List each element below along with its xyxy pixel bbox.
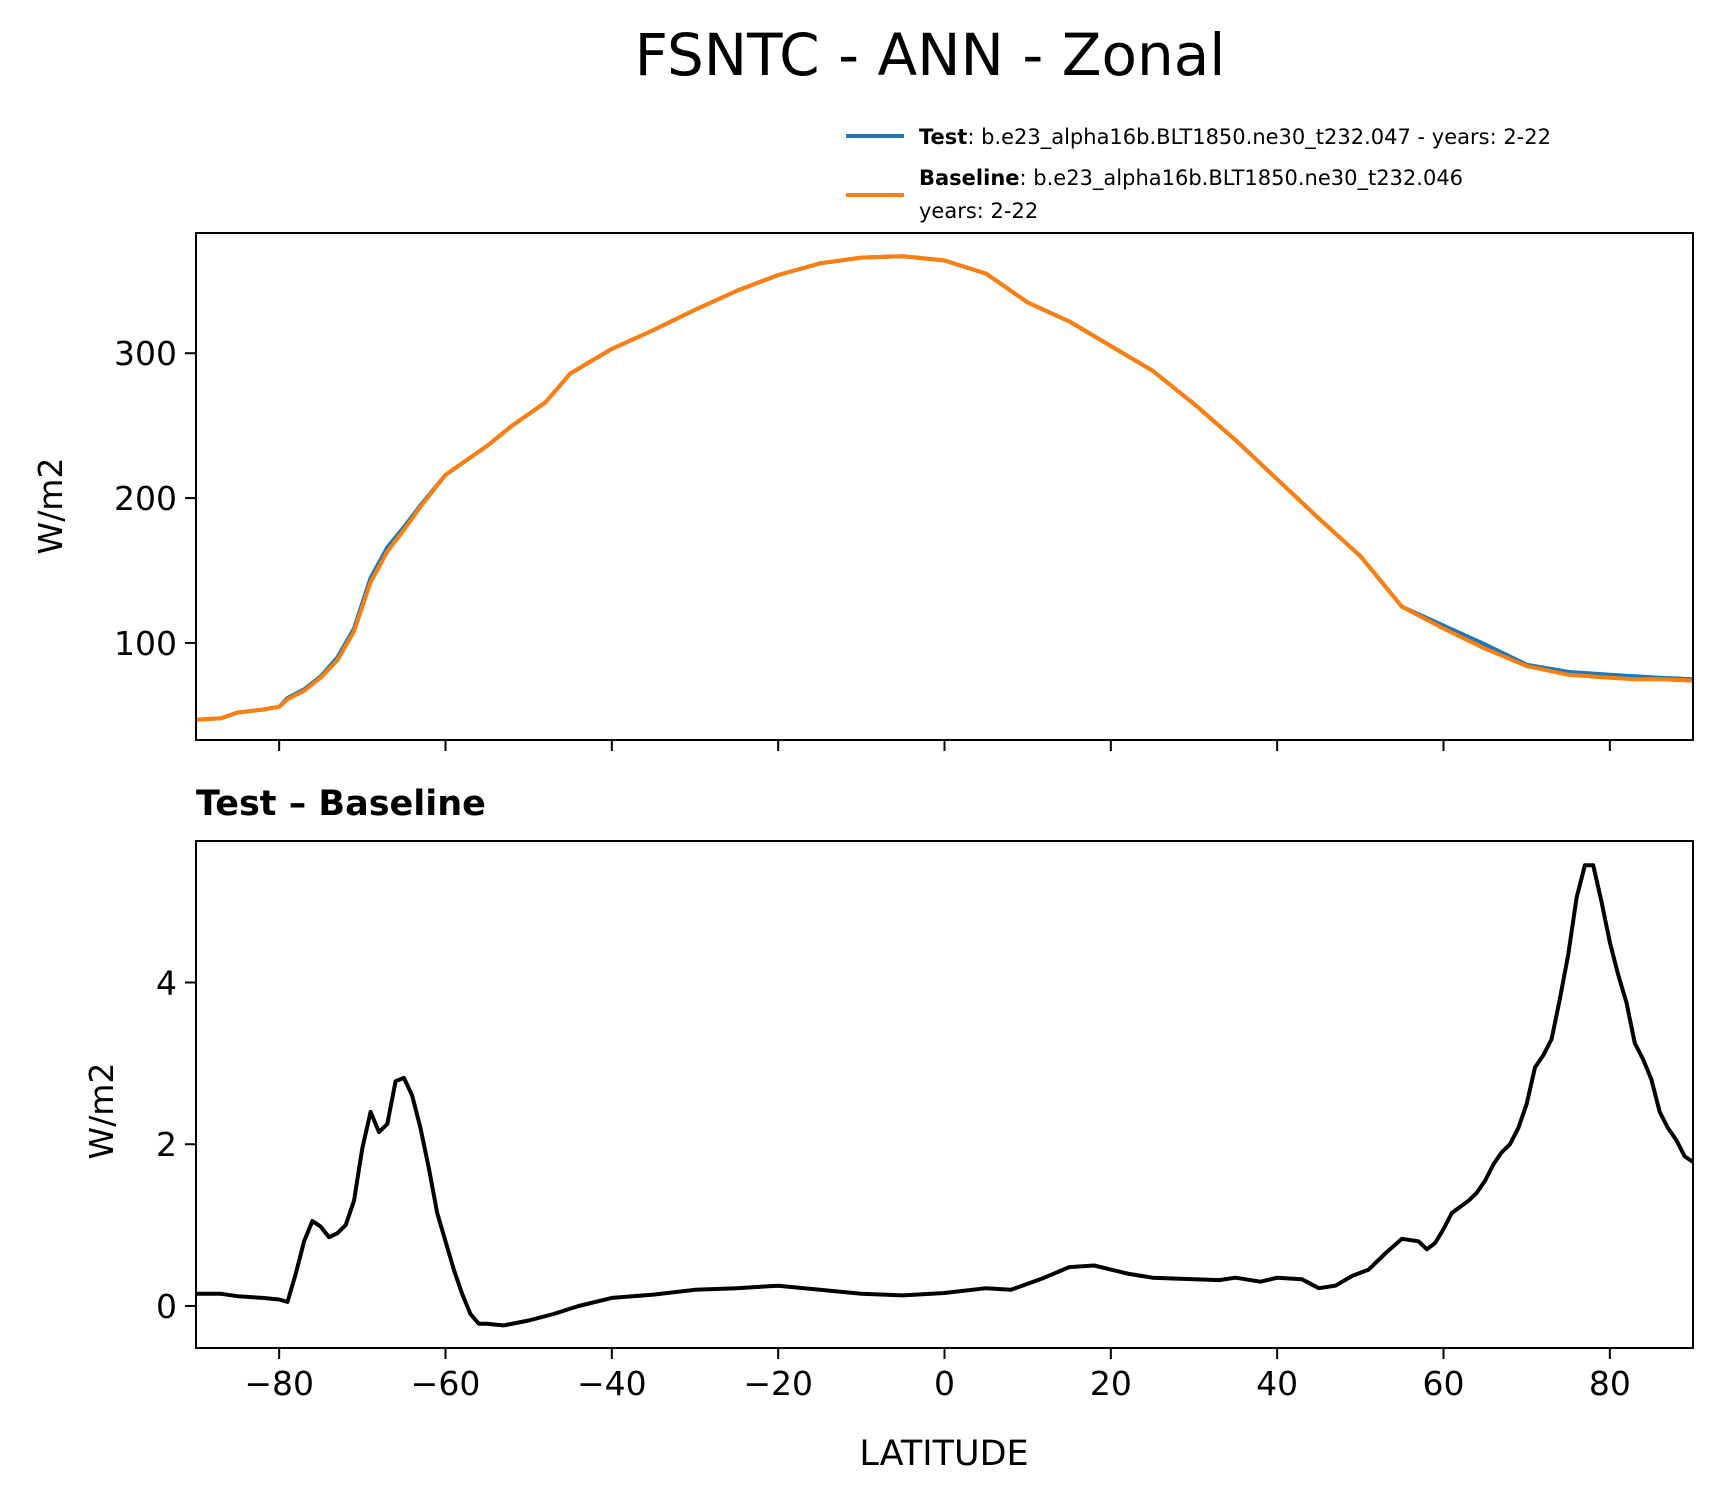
legend-baseline-label: Baseline: b.e23_alpha16b.BLT1850.ne30_t2… [919,166,1463,191]
series-line-baseline [196,254,1693,722]
y-tick-label: 100 [114,624,177,663]
x-tick-label: 0 [934,1364,955,1403]
y-tick-label: 4 [156,964,177,1003]
x-tick-label: 20 [1090,1364,1132,1403]
y-tick-label: 200 [114,479,177,518]
legend-baseline-text: : b.e23_alpha16b.BLT1850.ne30_t232.046 [1020,166,1464,191]
bottom-panel-title: Test – Baseline [196,784,486,824]
legend-test-name: Test [919,125,967,149]
axes-frame [195,840,1694,1349]
x-axis-label: LATITUDE [859,1434,1028,1474]
y-tick-label: 2 [156,1125,177,1164]
legend-baseline-years: years: 2-22 [919,199,1038,223]
legend-test-text: : b.e23_alpha16b.BLT1850.ne30_t232.047 -… [967,125,1551,150]
x-tick-label: −60 [411,1364,481,1403]
x-tick-label: −80 [244,1364,314,1403]
chart-title: FSNTC - ANN - Zonal [635,21,1226,89]
axes-frame [195,232,1694,741]
legend: Test: b.e23_alpha16b.BLT1850.ne30_t232.0… [846,125,1551,223]
x-tick-label: −40 [577,1364,647,1403]
x-tick-label: 60 [1423,1364,1465,1403]
y-tick-label: 300 [114,334,177,373]
bottom-ylabel: W/m2 [82,1063,121,1160]
bottom-panel: 0 2 4 −80 −60 −40 −20 0 20 40 60 80 [156,840,1694,1403]
y-tick-label: 0 [156,1287,177,1326]
legend-test-label: Test: b.e23_alpha16b.BLT1850.ne30_t232.0… [919,125,1551,150]
series-line-test-baseline [196,863,1693,1328]
x-tick-label: 80 [1589,1364,1631,1403]
series-line-test [196,254,1693,722]
legend-baseline-name: Baseline [919,166,1020,190]
x-tick-label: −20 [743,1364,813,1403]
top-ylabel: W/m2 [31,458,70,555]
top-panel: 100 200 300 [114,232,1694,751]
x-tick-label: 40 [1256,1364,1298,1403]
